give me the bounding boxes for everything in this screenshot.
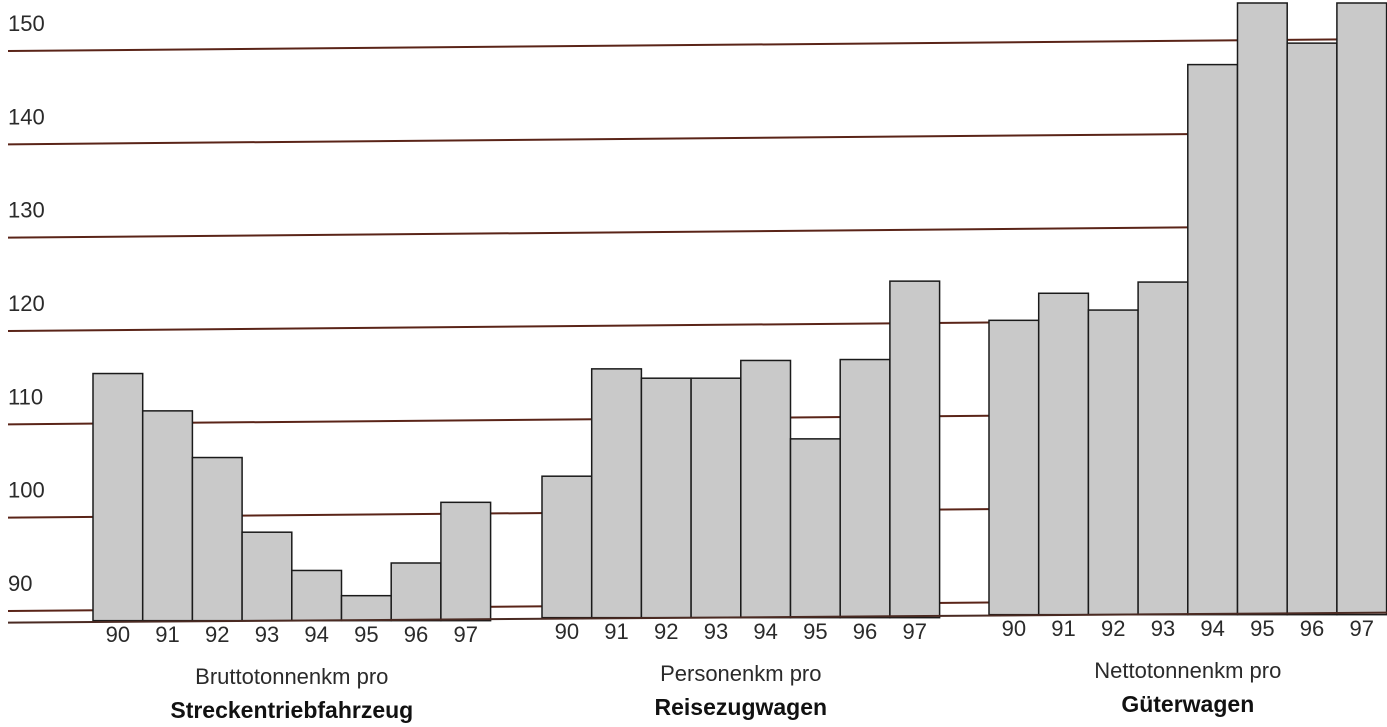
x-category-label: 95 bbox=[803, 619, 827, 644]
bar-2-93 bbox=[690, 377, 742, 619]
bar-1-91 bbox=[141, 410, 194, 622]
baseline bbox=[7, 611, 1387, 624]
group-label-line2: Reisezugwagen bbox=[655, 694, 828, 720]
x-category-label: 93 bbox=[1151, 616, 1175, 641]
x-category-label: 91 bbox=[155, 622, 179, 647]
bar-2-97 bbox=[889, 280, 941, 619]
x-category-label: 97 bbox=[454, 622, 478, 647]
group-label-line1: Personenkm pro bbox=[660, 661, 821, 686]
bar-3-92 bbox=[1087, 309, 1139, 616]
gridline-150 bbox=[7, 38, 1387, 52]
bar-3-97 bbox=[1336, 2, 1387, 616]
bar-2-92 bbox=[640, 377, 692, 619]
group-label-line2: Güterwagen bbox=[1121, 691, 1254, 717]
y-tick-label: 140 bbox=[8, 104, 45, 129]
bar-3-93 bbox=[1137, 281, 1189, 616]
bar-3-96 bbox=[1286, 42, 1338, 616]
y-tick-label: 130 bbox=[8, 198, 45, 223]
bar-1-94 bbox=[291, 569, 343, 622]
x-category-label: 91 bbox=[604, 619, 628, 644]
bar-3-95 bbox=[1236, 2, 1288, 616]
bar-2-94 bbox=[740, 359, 792, 619]
x-category-label: 96 bbox=[1300, 616, 1324, 641]
y-tick-label: 120 bbox=[8, 291, 45, 316]
x-category-label: 93 bbox=[255, 622, 279, 647]
bar-1-93 bbox=[241, 531, 293, 622]
group-labels: Bruttotonnenkm pro Streckentriebfahrzeug P… bbox=[170, 658, 1281, 723]
bar-1-96 bbox=[390, 562, 442, 622]
bar-3-90 bbox=[988, 319, 1040, 616]
bar-3-94 bbox=[1187, 63, 1239, 616]
x-category-label: 95 bbox=[1250, 616, 1274, 641]
x-category-label: 96 bbox=[853, 619, 877, 644]
gridline-130 bbox=[7, 224, 1387, 239]
bar-2-96 bbox=[839, 358, 891, 619]
group-label-line1: Nettotonnenkm pro bbox=[1094, 658, 1281, 683]
x-category-label: 92 bbox=[1101, 616, 1125, 641]
x-category-label: 90 bbox=[555, 619, 579, 644]
group-label-line1: Bruttotonnenkm pro bbox=[195, 664, 388, 689]
x-category-label: 95 bbox=[354, 622, 378, 647]
x-axis-baseline bbox=[7, 611, 1387, 624]
y-axis-ticks: 90 100 110 120 130 140 150 bbox=[8, 11, 45, 596]
x-category-label: 90 bbox=[1002, 616, 1026, 641]
category-labels: 90 91 92 93 94 95 96 97 90 91 92 93 94 95 96 97 90 91 92 93… bbox=[106, 616, 1374, 647]
group-label-line2: Streckentriebfahrzeug bbox=[170, 697, 413, 723]
x-category-label: 96 bbox=[404, 622, 428, 647]
bars bbox=[92, 2, 1387, 622]
bar-1-92 bbox=[191, 456, 243, 622]
y-tick-label: 90 bbox=[8, 571, 32, 596]
bar-1-97 bbox=[440, 501, 492, 622]
x-category-label: 94 bbox=[753, 619, 777, 644]
bar-2-95 bbox=[789, 438, 841, 619]
x-category-label: 92 bbox=[654, 619, 678, 644]
bar-1-95 bbox=[340, 594, 392, 622]
y-tick-label: 110 bbox=[8, 384, 43, 409]
x-category-label: 97 bbox=[903, 619, 927, 644]
x-category-label: 90 bbox=[106, 622, 130, 647]
x-category-label: 92 bbox=[205, 622, 229, 647]
x-category-label: 94 bbox=[304, 622, 328, 647]
x-category-label: 91 bbox=[1051, 616, 1075, 641]
y-tick-label: 100 bbox=[8, 478, 45, 503]
x-category-label: 94 bbox=[1200, 616, 1224, 641]
bar-2-91 bbox=[590, 368, 643, 619]
gridline-140 bbox=[7, 131, 1387, 146]
bar-1-90 bbox=[92, 372, 144, 622]
bar-3-91 bbox=[1037, 292, 1090, 616]
y-tick-label: 150 bbox=[8, 11, 45, 36]
bar-2-90 bbox=[541, 475, 593, 619]
x-category-label: 97 bbox=[1350, 616, 1374, 641]
x-category-label: 93 bbox=[704, 619, 728, 644]
